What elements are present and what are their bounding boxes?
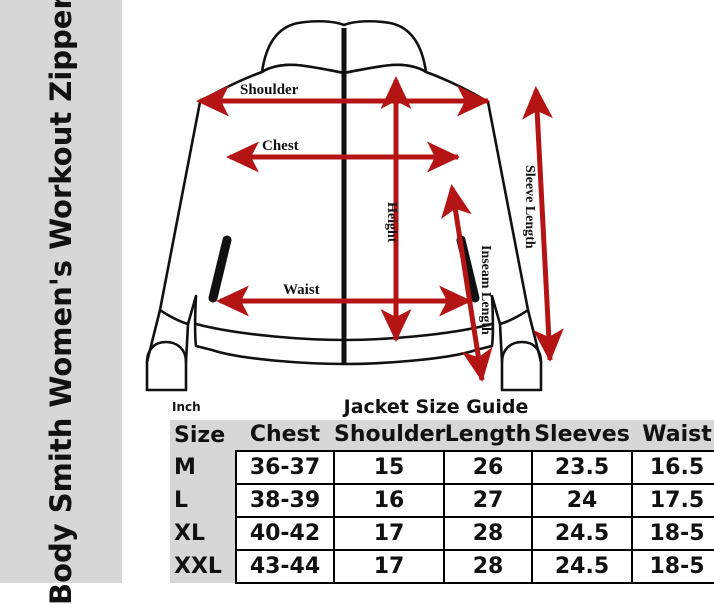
sleeve-length-label: Sleeve Length [522,165,537,249]
cell-chest: 38-39 [235,483,335,518]
cell-waist: 16.5 [631,450,714,485]
table-row: XL 40-42 17 28 24.5 18-5 [170,516,714,551]
size-table-block: Inch Jacket Size Guide Size Chest Should… [170,396,714,584]
jacket-left-cuff [145,340,188,392]
cell-chest: 36-37 [235,450,335,485]
height-label: Height [384,202,399,243]
col-header-length: Length [444,420,532,451]
col-header-chest: Chest [236,420,334,451]
cell-sleeves: 24 [531,483,633,518]
shoulder-label: Shoulder [240,82,299,98]
cell-waist: 18-5 [631,516,714,551]
waist-label: Waist [283,282,320,298]
cell-sleeves: 23.5 [531,450,633,485]
cell-chest: 43-44 [235,549,335,584]
cell-length: 26 [443,450,533,485]
cell-length: 28 [443,549,533,584]
jacket-left-sleeve-end [145,308,190,364]
table-row: XXL 43-44 17 28 24.5 18-5 [170,549,714,584]
cell-shoulder: 16 [333,483,445,518]
chest-label: Chest [262,138,299,154]
jacket-right-cuff [500,340,543,392]
cell-shoulder: 17 [333,549,445,584]
cell-shoulder: 15 [333,450,445,485]
cell-chest: 40-42 [235,516,335,551]
cell-size: XXL [170,550,236,583]
cell-length: 27 [443,483,533,518]
brand-panel: Body Smith Women's Workout Zippers [0,0,122,605]
col-header-shoulder: Shoulder [334,420,445,451]
jacket-size-table: Size Chest Shoulder Length Sleeves Waist… [170,420,714,584]
cell-shoulder: 17 [333,516,445,551]
left-pocket-zipper [208,235,232,303]
table-row: L 38-39 16 27 24 17.5 [170,483,714,518]
cell-size: L [170,484,236,517]
sleeve-length-arrow [522,86,564,362]
col-header-sleeves: Sleeves [532,420,632,451]
table-caption-row: Inch Jacket Size Guide [170,396,702,420]
jacket-measurement-diagram: Shoulder Chest Waist Height Inseam Lengt… [130,10,580,395]
table-row: M 36-37 15 26 23.5 16.5 [170,450,714,485]
col-header-size: Size [170,420,236,451]
inseam-length-arrow [441,184,493,382]
col-header-waist: Waist [632,420,714,451]
cell-waist: 18-5 [631,549,714,584]
brand-vertical-title: Body Smith Women's Workout Zippers [44,0,78,605]
cell-size: XL [170,517,236,550]
inseam-length-label: Inseam Length [478,245,493,335]
cell-length: 28 [443,516,533,551]
table-header-row: Size Chest Shoulder Length Sleeves Waist [170,420,714,451]
cell-size: M [170,451,236,484]
cell-sleeves: 24.5 [531,549,633,584]
table-title: Jacket Size Guide [343,396,529,418]
unit-label: Inch [172,400,201,414]
cell-sleeves: 24.5 [531,516,633,551]
cell-waist: 17.5 [631,483,714,518]
